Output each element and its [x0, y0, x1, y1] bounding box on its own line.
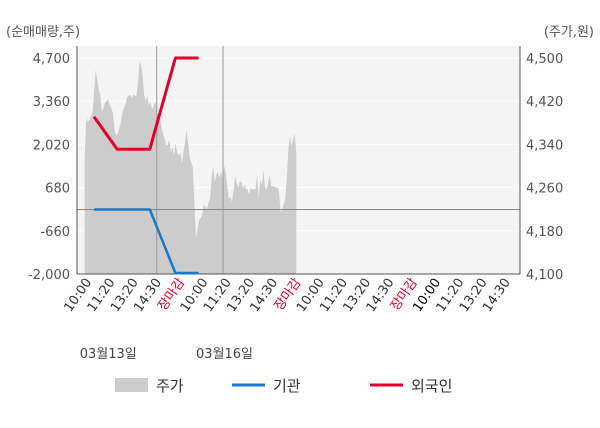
left-tick-label: 680: [45, 182, 70, 197]
right-axis-unit: (주가,원): [544, 25, 594, 40]
institution-line-series: [94, 208, 199, 275]
left-axis-unit: (순매매량,주): [6, 25, 80, 40]
right-tick-label: 4,340: [526, 138, 563, 153]
left-tick-label: 4,700: [33, 52, 70, 67]
right-tick-label: 4,500: [526, 52, 563, 67]
date-label: 03월13일: [80, 347, 137, 362]
right-tick-label: 4,180: [526, 225, 563, 240]
left-tick-label: -660: [40, 225, 70, 240]
price-area-series: [84, 61, 297, 275]
right-tick-label: 4,100: [526, 268, 563, 283]
date-label: 03월16일: [196, 347, 253, 362]
legend-label: 외국인: [411, 377, 452, 395]
right-tick-label: 4,260: [526, 182, 563, 197]
foreigner-line-series: [92, 56, 199, 151]
legend-label: 기관: [273, 377, 301, 395]
legend-label: 주가: [156, 377, 184, 395]
right-tick-label: 4,420: [526, 95, 563, 110]
left-tick-label: -2,000: [28, 268, 70, 283]
left-tick-label: 3,360: [33, 95, 70, 110]
legend-swatch-price: [115, 378, 148, 392]
left-tick-label: 2,020: [33, 138, 70, 153]
